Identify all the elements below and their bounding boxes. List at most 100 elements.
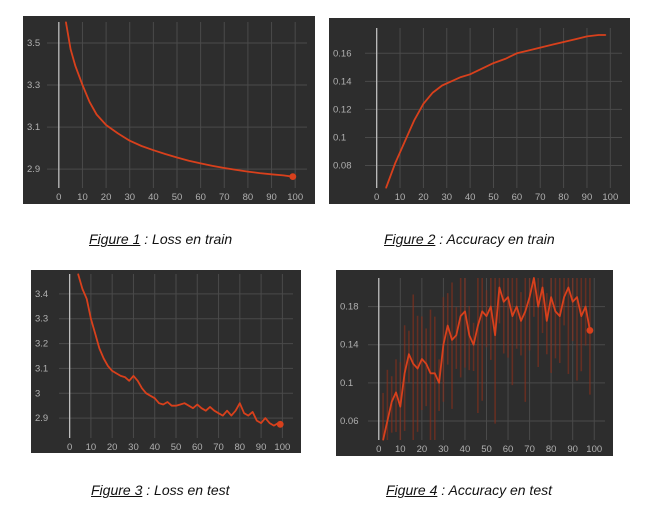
figure-3-data-point: [264, 417, 266, 419]
figure-3-data-point: [94, 333, 96, 335]
figure-4-x-tick-label: 0: [376, 444, 381, 455]
figure-4-data-point: [477, 325, 479, 327]
figure-3-data-point: [111, 370, 113, 372]
figure-3-y-tick-label: 2.9: [35, 413, 48, 424]
figure-3-data-point: [179, 403, 181, 406]
figure-4-x-tick-label: 40: [460, 444, 471, 455]
figure-3-x-tick-label: 40: [149, 442, 160, 453]
figure-1-x-tick-label: 30: [124, 192, 135, 203]
figure-3-y-tick-label: 3.4: [35, 289, 48, 300]
figure-4-data-point: [550, 296, 552, 298]
figure-2-data-point: [527, 49, 530, 52]
figure-4-data-point: [585, 305, 587, 308]
figure-3-data-point: [107, 365, 109, 367]
figure-4-data-point: [481, 310, 483, 312]
figure-4-data-point: [421, 358, 423, 360]
figure-3-caption-text: : Loss en test: [142, 482, 230, 498]
figure-4-caption-text: : Accuracy en test: [437, 482, 552, 498]
figure-3-data-point: [86, 298, 88, 300]
figure-4-y-tick-label: 0.06: [340, 416, 359, 427]
figure-1-data-point: [259, 172, 261, 174]
figure-1-data-point: [282, 174, 284, 176]
figure-1-end-marker: [289, 173, 297, 181]
figure-3-data-point: [103, 357, 105, 360]
figure-3-data-point: [230, 415, 232, 417]
figure-1-data-point: [164, 153, 166, 155]
figure-2-data-point: [441, 84, 443, 87]
figure-3-data-point: [217, 412, 220, 414]
figure-3-data-point: [141, 387, 143, 389]
figure-3-data-point: [200, 407, 203, 409]
figure-3-x-tick-label: 100: [274, 442, 290, 453]
figure-2-data-point: [432, 91, 434, 94]
figure-4-data-point: [503, 301, 505, 303]
figure-1-svg: 0 10 20 30 40 50 60 70 80 90 100 2.9 3.1 3.3 3.5: [27, 21, 307, 203]
figure-3-data-point: [205, 410, 207, 412]
figure-2-caption-text: : Accuracy en train: [435, 231, 555, 247]
figure-4-data-point: [404, 372, 406, 374]
figure-1-series-line: [65, 21, 293, 178]
figure-3-label: Figure 3: [91, 482, 143, 498]
figure-1-data-point: [70, 48, 72, 50]
figure-2-data-point: [469, 73, 471, 75]
figure-2-data-point: [394, 162, 396, 164]
figure-4-data-point: [429, 372, 432, 374]
figure-4-data-point: [485, 315, 488, 317]
figure-3-data-point: [120, 375, 122, 377]
figure-1-x-tick-label: 20: [101, 192, 112, 203]
figure-3-x-tick-label: 90: [256, 442, 267, 453]
figure-2-x-tick-label: 40: [465, 192, 476, 203]
figure-4-data-point: [563, 296, 565, 298]
figure-2-x-tick-label: 20: [418, 192, 429, 203]
figure-2-data-point: [450, 80, 453, 82]
figure-3-data-point: [260, 422, 262, 424]
figure-3-data-point: [234, 410, 237, 412]
figure-3-data-point: [90, 318, 92, 320]
figure-2-data-point: [481, 68, 483, 70]
figure-2-y-tick-label: 0.14: [333, 76, 352, 87]
figure-1-x-tick-label: 0: [56, 192, 61, 203]
figure-3-data-point: [251, 411, 254, 413]
figure-3-y-tick-label: 3.1: [35, 363, 48, 374]
figure-1-x-tick-label: 50: [172, 192, 183, 203]
figure-1-data-point: [200, 162, 202, 165]
figure-4-caption: Figure 4 : Accuracy en test: [386, 482, 552, 498]
figure-4-x-tick-label: 10: [395, 444, 406, 455]
figure-2-data-point: [605, 34, 607, 36]
figure-2-data-point: [586, 35, 588, 38]
figure-4-data-point: [399, 406, 401, 408]
figure-4-data-point: [391, 401, 393, 403]
figure-4-data-point: [434, 372, 436, 374]
figure-4-data-point: [537, 305, 539, 308]
figure-1-data-point: [129, 140, 131, 142]
figure-3-end-marker: [276, 420, 284, 428]
figure-4-chart: 0 10 20 30 40 50 60 70 80 90 100 0.06 0.1 0.14 0.18: [336, 270, 613, 456]
figure-3-data-point: [162, 403, 164, 406]
figure-3-data-point: [196, 403, 198, 406]
figure-2-data-point: [385, 187, 387, 189]
figure-2-data-point: [539, 47, 541, 49]
figure-1-data-point: [81, 84, 84, 86]
figure-2-data-point: [562, 41, 565, 43]
figure-1-data-point: [235, 169, 237, 171]
figure-4-data-point: [464, 310, 466, 312]
figure-1-label: Figure 1: [89, 231, 141, 247]
figure-1-x-tick-label: 40: [148, 192, 159, 203]
figure-1-data-point: [270, 173, 273, 175]
figure-2-x-tick-label: 0: [374, 192, 379, 203]
figure-4-data-point: [528, 296, 531, 298]
figure-4-data-point: [576, 296, 578, 298]
figure-3-data-point: [128, 380, 130, 382]
figure-4-data-point: [507, 296, 509, 298]
figure-2-data-point: [504, 58, 506, 60]
figure-4-end-marker: [586, 327, 594, 334]
figure-3-data-point: [98, 347, 101, 350]
figure-2-data-point: [598, 34, 600, 36]
figure-2-y-tick-label: 0.08: [333, 161, 352, 172]
figure-4-x-tick-label: 100: [586, 444, 602, 455]
figure-3-x-tick-label: 50: [171, 442, 182, 453]
figure-3-chart: 0 10 20 30 40 50 60 70 80 90 100 2.9 3 3.1 3.2 3.3 3.4: [31, 270, 301, 453]
figure-3-data-point: [154, 397, 156, 399]
figure-4-y-tick-label: 0.1: [340, 378, 353, 389]
figure-2-caption: Figure 2 : Accuracy en train: [384, 231, 555, 247]
